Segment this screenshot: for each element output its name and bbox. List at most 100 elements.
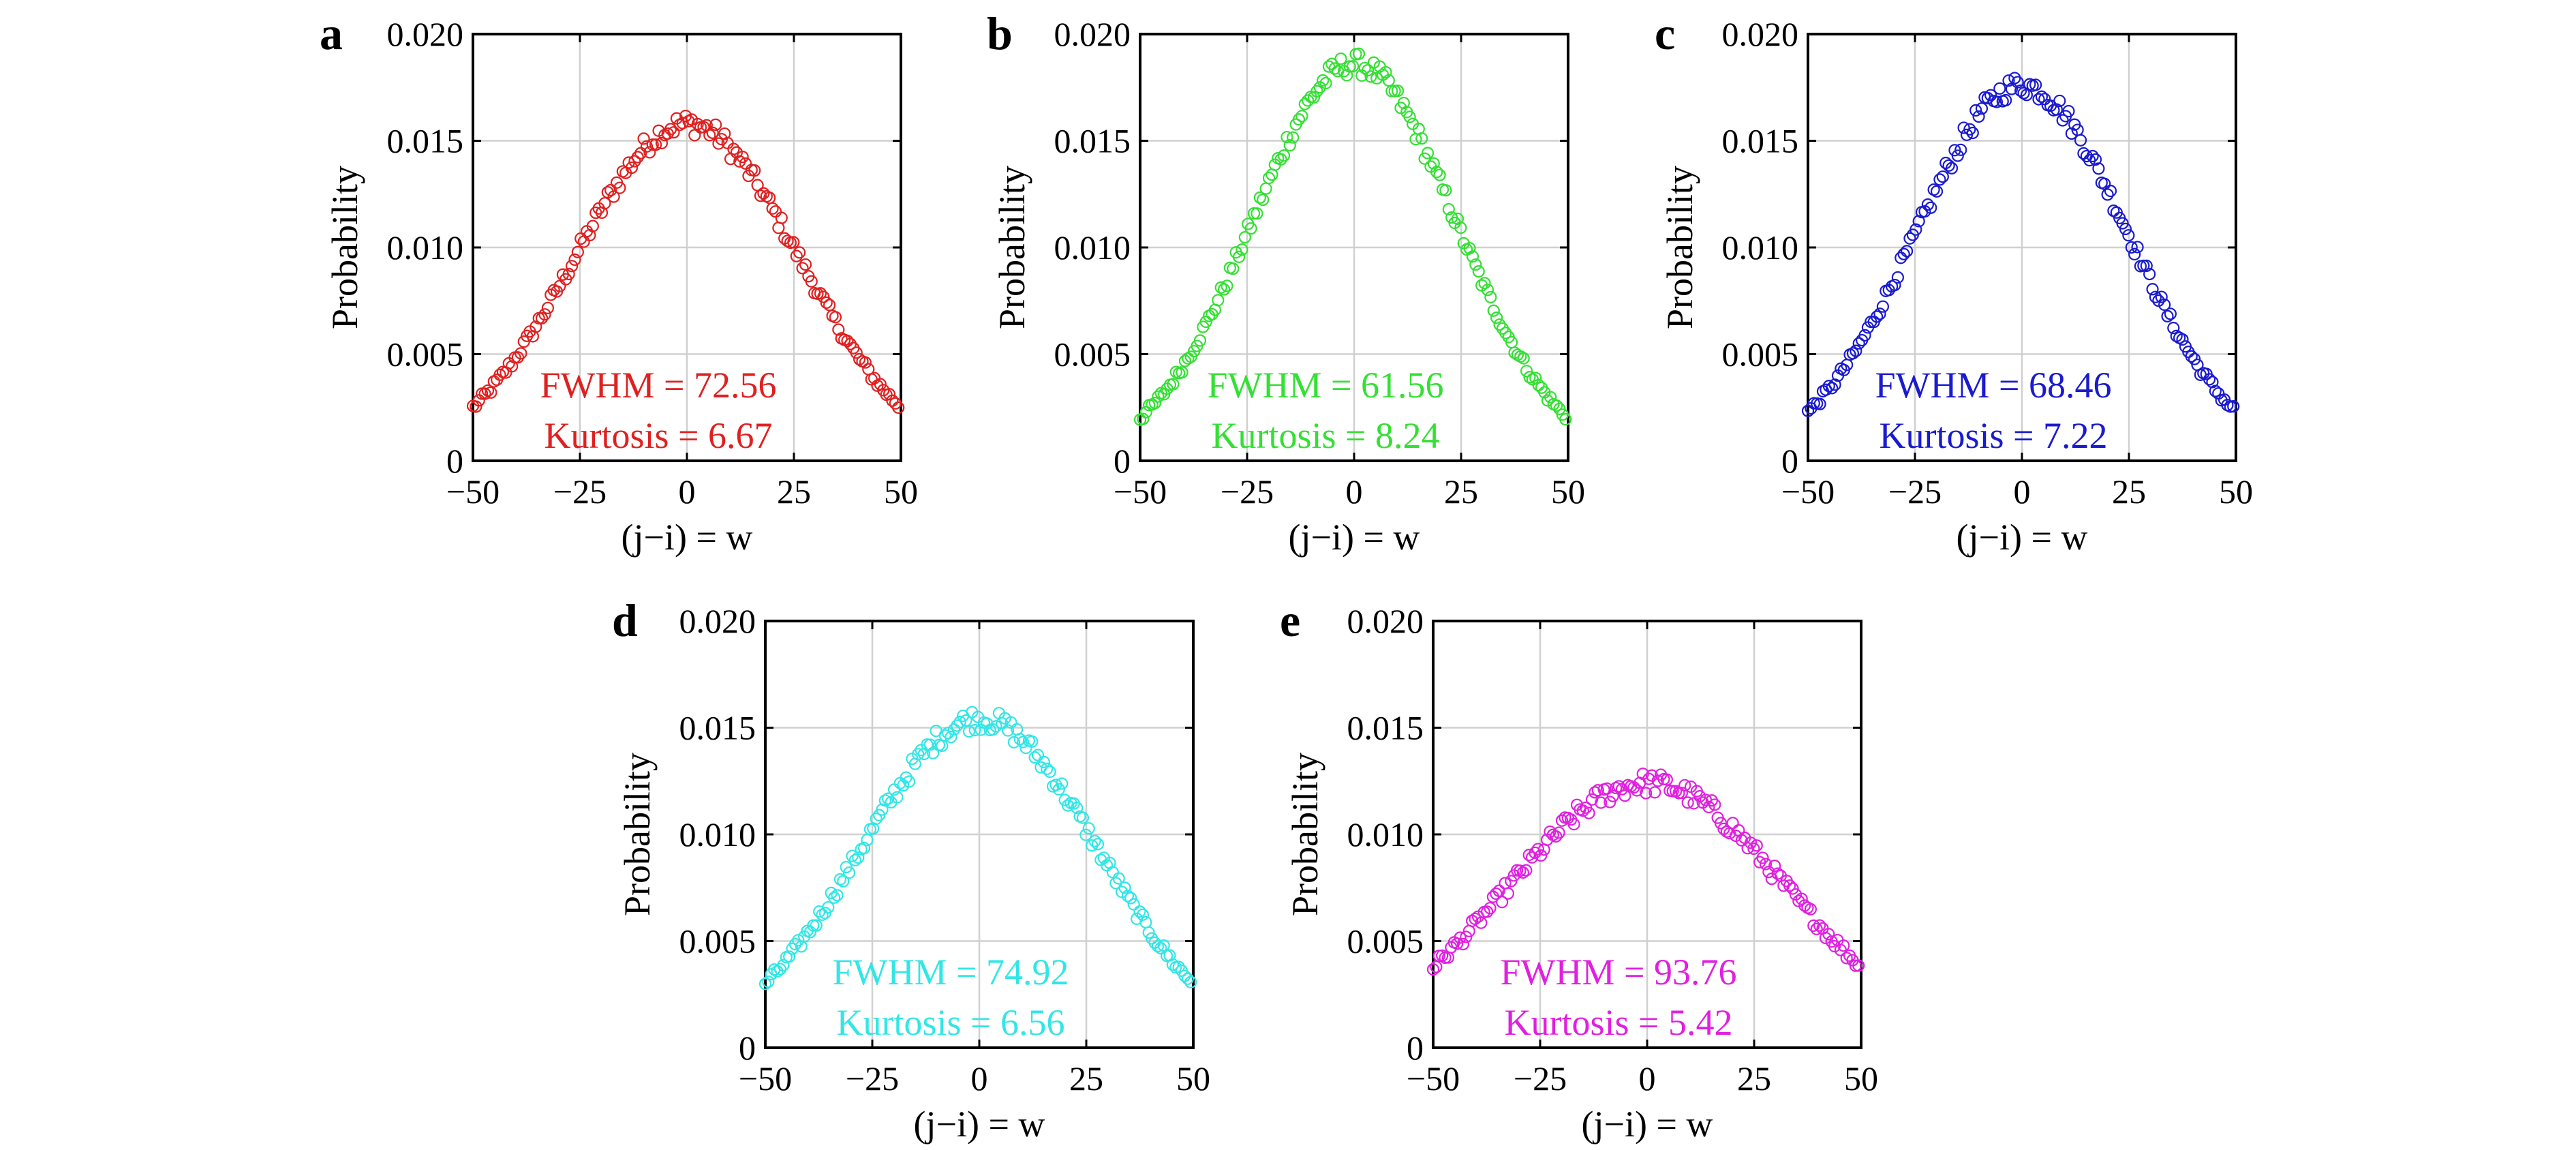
data-point xyxy=(923,738,936,751)
data-point xyxy=(953,715,966,729)
data-point xyxy=(766,202,779,215)
data-point xyxy=(1212,294,1225,307)
x-tick-label: 25 xyxy=(1737,1059,1771,1098)
data-point xyxy=(1056,777,1069,790)
data-point xyxy=(1287,131,1300,144)
data-point xyxy=(1298,97,1311,110)
data-point xyxy=(637,132,650,145)
y-tick-label: 0.020 xyxy=(1054,15,1131,53)
data-point xyxy=(960,714,972,727)
data-point xyxy=(1871,310,1884,323)
data-point xyxy=(2170,329,2183,342)
data-point xyxy=(1807,919,1820,932)
data-point xyxy=(1352,47,1366,60)
data-point xyxy=(2029,78,2042,91)
y-tick-label: 0 xyxy=(446,442,463,480)
y-tick-label: 0.020 xyxy=(1347,602,1424,640)
data-point xyxy=(1759,858,1773,871)
data-point xyxy=(1651,774,1664,787)
x-axis-label: (j−i) = w xyxy=(622,517,753,558)
data-point xyxy=(796,262,809,275)
data-point xyxy=(1076,811,1090,824)
data-point xyxy=(1451,212,1465,226)
data-point xyxy=(2227,400,2240,413)
data-point xyxy=(515,347,527,360)
data-point xyxy=(805,275,818,288)
data-point xyxy=(1600,782,1614,795)
data-point xyxy=(852,851,865,864)
data-point xyxy=(1822,380,1835,393)
data-point xyxy=(1969,104,1982,117)
kurtosis-annotation: Kurtosis = 6.56 xyxy=(837,1002,1065,1043)
data-point xyxy=(631,151,644,164)
data-point xyxy=(1735,834,1748,847)
data-point xyxy=(1061,799,1075,812)
data-point xyxy=(859,356,872,369)
y-axis-label: Probability xyxy=(1285,753,1325,916)
data-point xyxy=(1873,307,1886,320)
x-tick-label: 25 xyxy=(777,472,811,511)
data-point xyxy=(1347,60,1360,73)
data-point xyxy=(1478,277,1491,290)
data-point xyxy=(1472,265,1485,278)
fwhm-annotation: FWHM = 68.46 xyxy=(1875,365,2112,406)
data-point xyxy=(1031,748,1045,761)
data-point xyxy=(1819,931,1832,945)
data-point xyxy=(1251,207,1263,220)
y-tick-label: 0.010 xyxy=(1347,815,1424,853)
x-tick-label: −25 xyxy=(1514,1059,1567,1098)
x-tick-label: 25 xyxy=(1444,472,1478,511)
data-point xyxy=(2164,307,2177,320)
data-point xyxy=(1484,290,1497,303)
data-point xyxy=(1484,902,1497,915)
data-point xyxy=(1897,247,1910,260)
kurtosis-annotation: Kurtosis = 6.67 xyxy=(545,415,773,456)
data-point xyxy=(832,323,845,336)
data-point xyxy=(938,729,951,742)
x-tick-label: −50 xyxy=(1407,1059,1460,1098)
data-point xyxy=(1091,838,1105,851)
data-point xyxy=(1391,85,1405,97)
data-point xyxy=(1945,162,1959,175)
data-point xyxy=(1370,72,1383,85)
data-point xyxy=(1001,724,1015,737)
data-point xyxy=(1499,877,1512,890)
x-tick-label: −25 xyxy=(1221,472,1274,511)
data-point xyxy=(2131,241,2144,254)
data-point xyxy=(1238,231,1251,244)
data-point xyxy=(837,875,850,888)
x-tick-label: −25 xyxy=(553,472,607,511)
data-point xyxy=(1912,215,1925,228)
data-point xyxy=(2140,259,2153,273)
data-point xyxy=(1921,198,1934,211)
y-tick-label: 0.010 xyxy=(679,815,756,853)
data-point xyxy=(1942,159,1955,172)
data-point xyxy=(1217,283,1231,296)
panel-letter: a xyxy=(320,7,343,59)
data-point xyxy=(2032,93,2045,106)
data-point xyxy=(565,260,579,273)
data-point xyxy=(1317,74,1330,87)
x-tick-label: 50 xyxy=(1551,472,1585,511)
fwhm-annotation: FWHM = 61.56 xyxy=(1208,365,1444,406)
data-point xyxy=(1954,143,1967,156)
y-tick-label: 0.015 xyxy=(1347,709,1424,747)
data-point xyxy=(1490,887,1503,901)
x-tick-label: 0 xyxy=(1639,1059,1656,1098)
data-point xyxy=(1630,784,1644,797)
data-point xyxy=(1481,905,1494,918)
y-tick-label: 0.005 xyxy=(1722,335,1799,374)
data-point xyxy=(1660,773,1673,786)
data-point xyxy=(2116,217,2129,230)
data-point xyxy=(1522,849,1535,862)
data-point xyxy=(1993,82,2006,95)
x-axis-label: (j−i) = w xyxy=(914,1104,1045,1145)
data-point xyxy=(828,891,841,904)
data-point xyxy=(1361,63,1375,77)
data-point xyxy=(2122,229,2135,242)
data-point xyxy=(1966,126,1979,140)
data-point xyxy=(1071,801,1084,815)
data-point xyxy=(1508,346,1521,359)
y-tick-label: 0.020 xyxy=(679,602,756,640)
x-tick-label: −25 xyxy=(846,1059,899,1098)
